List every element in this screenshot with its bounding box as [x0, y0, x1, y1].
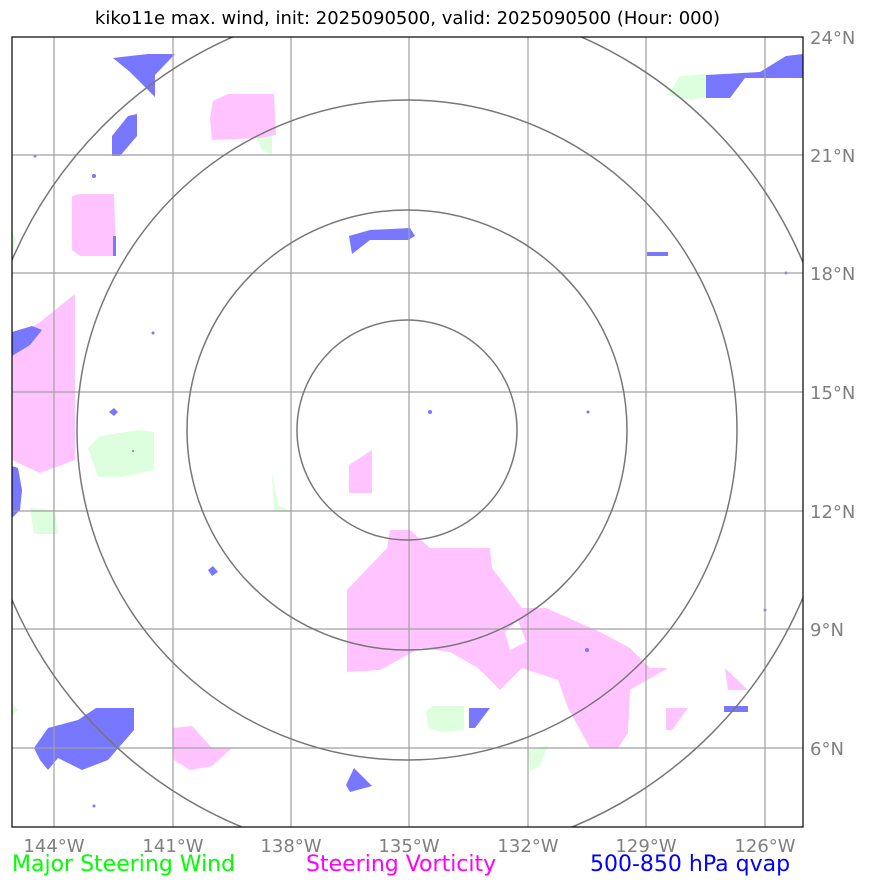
qvap-dot [585, 648, 589, 652]
wind-region [12, 230, 16, 255]
legend-steering-wind: Major Steering Wind [12, 852, 236, 877]
qvap-dot [92, 804, 96, 808]
wind-region [426, 706, 464, 732]
lon-tick-label: 129°W [615, 836, 676, 857]
qvap-region [112, 114, 137, 156]
lon-tick-label: 144°W [23, 836, 84, 857]
storm-center-marker [132, 450, 134, 452]
qvap-regions [12, 54, 803, 808]
wind-region [30, 508, 58, 534]
qvap-region [724, 706, 748, 712]
qvap-dot [428, 410, 432, 414]
lon-tick-label: 135°W [378, 836, 439, 857]
steering-wind-regions [12, 74, 706, 772]
lon-tick-label: 132°W [497, 836, 558, 857]
vorticity-region [210, 94, 276, 140]
wind-region [668, 74, 706, 100]
lat-tick-label: 21°N [810, 146, 855, 167]
qvap-dot [92, 174, 96, 178]
graticule [12, 37, 803, 827]
wind-region [255, 135, 272, 155]
vorticity-region [349, 450, 372, 493]
vorticity-region [12, 294, 75, 473]
wind-region [12, 703, 18, 716]
lat-tick-label: 18°N [810, 264, 855, 285]
lat-tick-label: 24°N [810, 28, 855, 49]
legend-qvap: 500-850 hPa qvap [590, 852, 791, 877]
steering-vorticity-regions [12, 94, 748, 770]
qvap-region [109, 408, 118, 416]
qvap-region [34, 708, 134, 770]
map-title: kiko11e max. wind, init: 2025090500, val… [94, 8, 721, 29]
lat-tick-label: 12°N [810, 502, 855, 523]
lon-tick-label: 138°W [260, 836, 321, 857]
qvap-region [113, 236, 116, 256]
lat-tick-labels: 24°N 21°N 18°N 15°N 12°N 9°N 6°N [810, 28, 855, 760]
qvap-region [113, 54, 175, 97]
range-ring [296, 319, 518, 541]
qvap-region [12, 326, 42, 356]
wind-region [88, 430, 154, 477]
lon-tick-label: 126°W [734, 836, 795, 857]
lat-tick-label: 6°N [810, 739, 844, 760]
lon-tick-label: 141°W [142, 836, 203, 857]
vorticity-region [72, 194, 116, 256]
lat-tick-label: 15°N [810, 383, 855, 404]
range-rings [12, 37, 803, 827]
vorticity-region [666, 708, 688, 730]
vorticity-hole [505, 620, 526, 650]
qvap-dot [586, 410, 590, 414]
qvap-region [208, 566, 218, 576]
range-ring [76, 99, 738, 761]
qvap-dot [151, 331, 155, 335]
lon-tick-labels: 144°W 141°W 138°W 135°W 132°W 129°W 126°… [23, 836, 795, 857]
wind-region [528, 746, 548, 772]
qvap-region [469, 708, 490, 728]
qvap-region [706, 54, 803, 98]
range-ring [186, 209, 628, 651]
vorticity-region [725, 668, 748, 690]
qvap-region [647, 252, 668, 256]
map-frame [11, 36, 804, 828]
qvap-region [349, 228, 415, 254]
legend-steering-vorticity: Steering Vorticity [306, 852, 497, 877]
qvap-region [346, 768, 372, 792]
qvap-region [12, 466, 22, 518]
lat-tick-label: 9°N [810, 620, 844, 641]
wind-region [272, 472, 292, 512]
